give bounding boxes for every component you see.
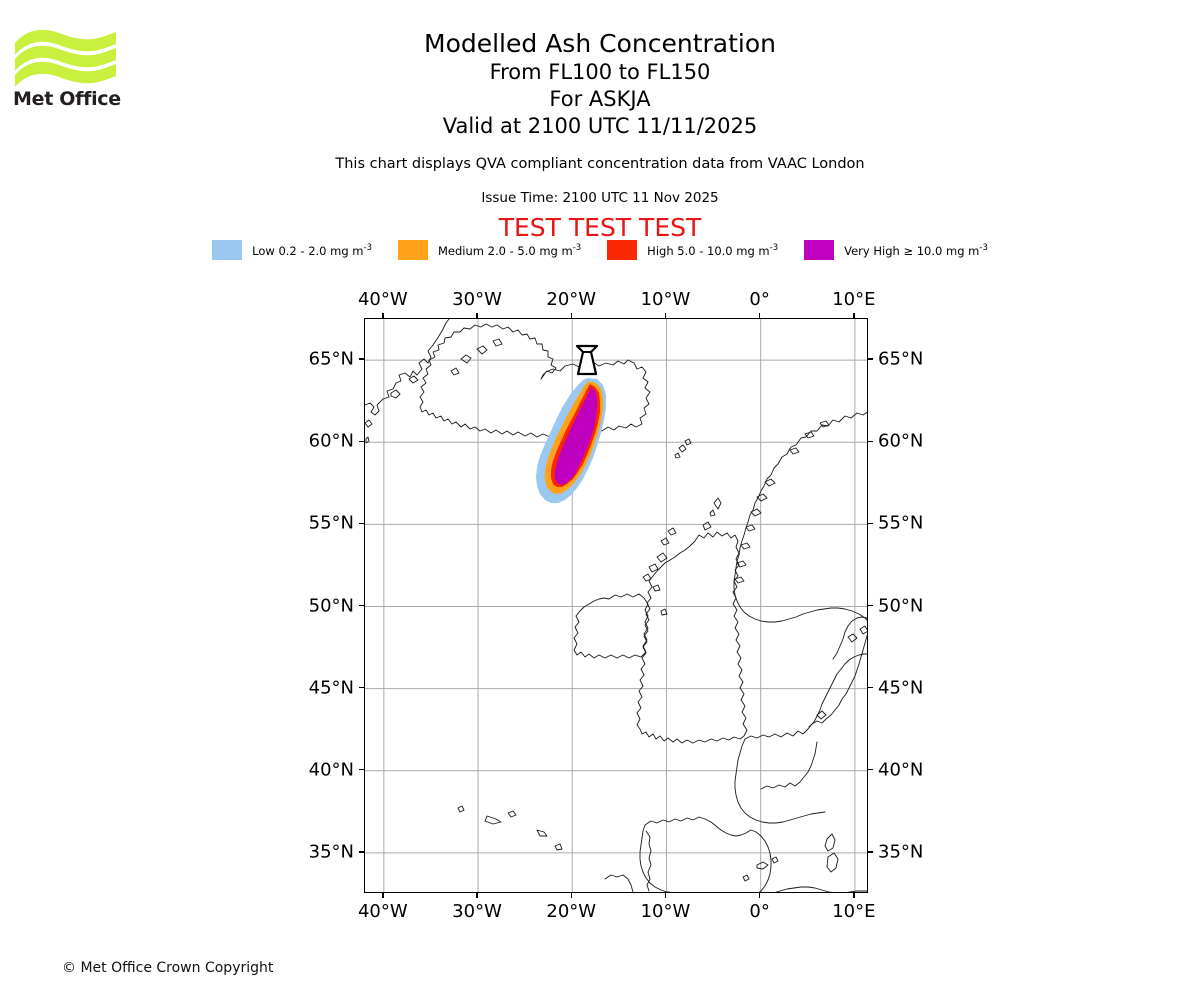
lon-tickmark-bottom <box>570 893 572 898</box>
graticule-grid <box>365 319 867 892</box>
legend-high-swatch <box>607 240 638 260</box>
legend-low: Low 0.2 - 2.0 mg m-3 <box>212 240 372 260</box>
lat-tickmark-left <box>359 769 364 771</box>
lon-tickmark-bottom <box>758 893 761 898</box>
lat-tickmark-right <box>868 358 873 360</box>
lat-tickmark-right <box>868 686 873 689</box>
legend-very-high-swatch <box>804 240 835 260</box>
lat-tickmark-right <box>868 851 873 853</box>
legend-low-swatch <box>212 240 243 260</box>
legend-high: High 5.0 - 10.0 mg m-3 <box>607 240 778 260</box>
lat-tick-right-45°N: 45°N <box>878 677 924 699</box>
legend-medium: Medium 2.0 - 5.0 mg m-3 <box>397 240 582 260</box>
issue-time: Issue Time: 2100 UTC 11 Nov 2025 <box>481 190 719 206</box>
met-office-logo: Met Office <box>13 25 123 115</box>
volcano-name: For ASKJA <box>549 87 651 111</box>
lat-tick-right-50°N: 50°N <box>878 595 924 616</box>
lat-tickmark-left <box>359 604 364 607</box>
lat-tick-right-65°N: 65°N <box>878 348 924 370</box>
met-office-logo-text: Met Office <box>13 88 121 110</box>
lat-tick-left-50°N: 50°N <box>308 595 354 616</box>
legend-medium-swatch <box>397 240 428 260</box>
lat-tickmark-right <box>868 440 873 442</box>
coastlines <box>365 319 867 892</box>
map-frame <box>364 318 868 893</box>
valid-time: Valid at 2100 UTC 11/11/2025 <box>442 114 758 138</box>
lon-tickmark-bottom <box>853 893 855 898</box>
test-banner: TEST TEST TEST <box>498 213 702 242</box>
lon-tick-top-30°W: 30°W <box>452 289 502 310</box>
lon-tickmark-top <box>853 313 855 318</box>
map-canvas <box>365 319 867 892</box>
plume-contour-very-high <box>555 387 597 485</box>
lat-tick-left-65°N: 65°N <box>308 348 354 370</box>
lat-tick-left-35°N: 35°N <box>308 841 354 863</box>
lat-tick-right-40°N: 40°N <box>878 759 924 781</box>
met-office-wave-mark <box>15 29 116 87</box>
lat-tickmark-right <box>868 604 873 607</box>
flight-level-range: From FL100 to FL150 <box>489 60 711 84</box>
lat-tick-right-60°N: 60°N <box>878 430 924 452</box>
legend-medium-label: Medium 2.0 - 5.0 mg m-3 <box>437 242 582 258</box>
lon-tick-top-10°E: 10°E <box>832 289 876 310</box>
lat-tick-left-45°N: 45°N <box>308 677 354 699</box>
lon-tickmark-bottom <box>476 893 478 898</box>
copyright-notice: © Met Office Crown Copyright <box>62 960 274 976</box>
lon-tickmark-top <box>476 313 478 318</box>
lon-tickmark-top <box>758 313 761 318</box>
lon-tick-top-20°W: 20°W <box>546 289 597 310</box>
lon-tick-bottom-40°W: 40°W <box>357 901 408 922</box>
legend-high-label: High 5.0 - 10.0 mg m-3 <box>647 242 779 258</box>
title-block: Modelled Ash Concentration From FL100 to… <box>0 28 1200 140</box>
lat-tick-right-55°N: 55°N <box>878 512 924 534</box>
lon-tick-bottom-10°E: 10°E <box>832 901 876 922</box>
lon-tickmark-top <box>664 313 667 318</box>
lat-tickmark-left <box>359 686 364 689</box>
lat-tickmark-left <box>359 851 364 853</box>
lat-tick-right-35°N: 35°N <box>878 841 924 863</box>
legend-very-high-label: Very High ≥ 10.0 mg m-3 <box>844 242 988 258</box>
lon-tick-bottom-10°W: 10°W <box>640 901 691 922</box>
lat-tick-left-40°N: 40°N <box>308 759 354 781</box>
lat-tick-left-60°N: 60°N <box>308 430 354 452</box>
lat-tickmark-left <box>359 358 364 360</box>
legend-low-label: Low 0.2 - 2.0 mg m-3 <box>252 242 372 258</box>
legend-very-high: Very High ≥ 10.0 mg m-3 <box>804 240 988 260</box>
lon-tickmark-bottom <box>664 893 667 898</box>
lon-tickmark-top <box>382 313 384 318</box>
lat-tickmark-left <box>359 440 364 442</box>
lon-tick-top-10°W: 10°W <box>640 289 691 310</box>
lat-tick-left-55°N: 55°N <box>308 512 354 534</box>
concentration-legend: Low 0.2 - 2.0 mg m-3 Medium 2.0 - 5.0 mg… <box>0 240 1200 260</box>
ash-concentration-map <box>364 318 868 893</box>
lat-tickmark-right <box>868 522 873 525</box>
lon-tickmark-top <box>570 313 572 318</box>
lon-tickmark-bottom <box>382 893 384 898</box>
lat-tickmark-right <box>868 769 873 771</box>
volcano-marker-askja <box>575 344 599 376</box>
lon-tick-bottom-30°W: 30°W <box>452 901 502 922</box>
lon-tick-top-0°: 0° <box>749 289 770 310</box>
ash-plume <box>536 378 606 503</box>
page-title: Modelled Ash Concentration <box>424 29 776 58</box>
lon-tick-bottom-20°W: 20°W <box>546 901 597 922</box>
lat-tickmark-left <box>359 522 364 525</box>
strapline: This chart displays QVA compliant concen… <box>335 156 865 172</box>
lon-tick-top-40°W: 40°W <box>357 289 408 310</box>
lon-tick-bottom-0°: 0° <box>749 901 770 922</box>
